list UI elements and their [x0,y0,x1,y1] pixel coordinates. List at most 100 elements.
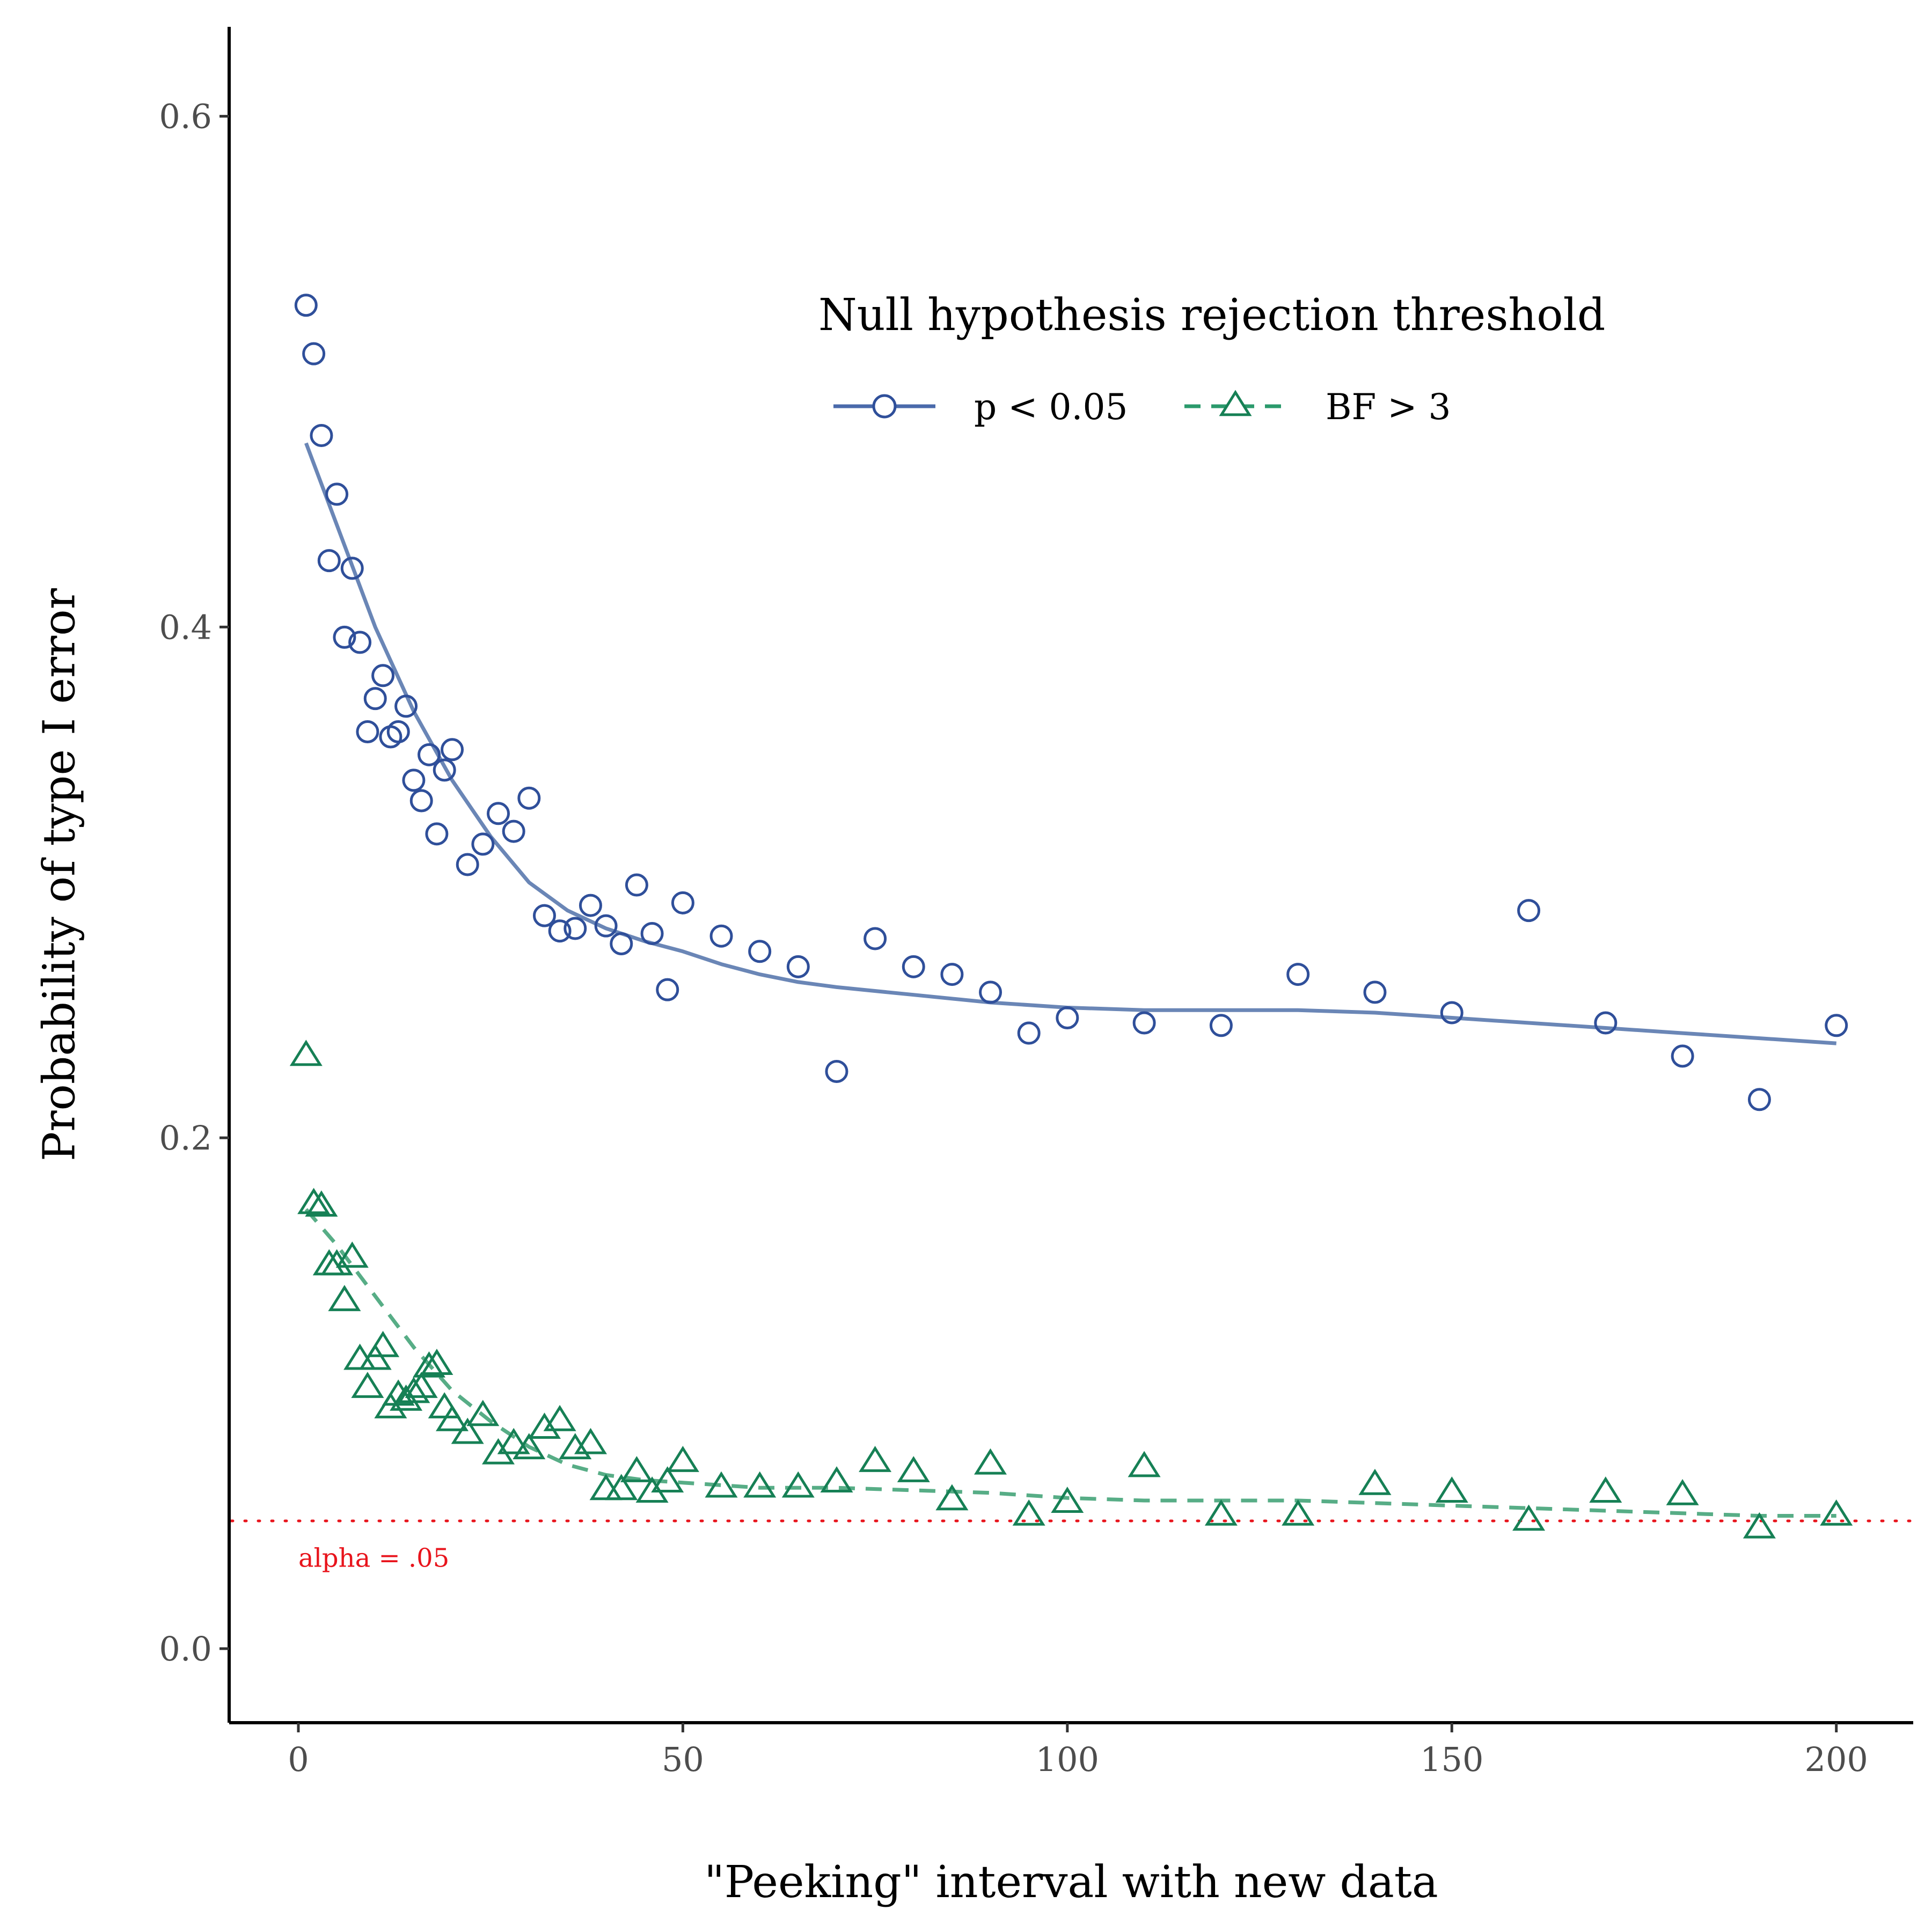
point-bf-3-48 [1051,1487,1084,1513]
point-bf-3-24 [574,1428,608,1454]
point-bf-3-33 [620,1456,653,1482]
point-bf-3-11 [420,1349,453,1375]
point-p-0-05-39 [940,963,964,986]
point-p-0-05-13 [379,725,402,749]
smooth-lines [304,442,1836,1518]
point-bf-3-18 [428,1392,461,1418]
point-p-0-05-49 [1209,1014,1233,1037]
point-p-0-05-51 [1017,1021,1041,1045]
point-p-0-05-14 [441,738,464,762]
point-bf-3-34 [897,1456,930,1482]
x-tick-label-50: 50 [662,1740,704,1779]
point-bf-3-47 [935,1484,969,1511]
point-bf-3-12 [351,1372,384,1398]
smooth-line-p-0-05 [304,442,1836,1045]
point-bf-3-16 [390,1384,423,1411]
x-ticks: 0 50 100 150 200 [288,1723,1868,1779]
point-bf-3-10 [412,1351,446,1378]
point-p-0-05-53 [825,1059,848,1083]
point-p-0-05-36 [748,940,772,963]
point-bf-3-54 [1743,1512,1776,1539]
point-bf-3-31 [974,1448,1007,1475]
y-ticks: 0.0 0.2 0.4 0.6 [159,97,229,1668]
point-bf-3-43 [635,1476,669,1503]
point-p-0-05-7 [348,631,372,654]
point-p-0-05-15 [418,743,441,766]
point-p-0-05-45 [1440,1001,1463,1024]
point-bf-3-42 [605,1474,638,1501]
point-bf-3-27 [497,1428,530,1454]
legend-label-bayes-factor: BF > 3 [1326,386,1451,428]
x-axis-title: "Peeking" interval with new data [704,1857,1438,1908]
point-bf-3-22 [528,1413,561,1439]
point-bf-3-17 [374,1392,407,1418]
point-p-0-05-41 [656,978,679,1001]
point-p-0-05-1 [302,342,326,365]
x-tick-label-100: 100 [1036,1740,1099,1779]
point-p-0-05-28 [532,904,556,927]
point-p-0-05-2 [310,423,333,447]
point-bf-3-19 [466,1400,500,1426]
point-bf-3-0 [289,1040,323,1066]
point-p-0-05-43 [1363,980,1387,1004]
point-bf-3-36 [1358,1468,1392,1495]
point-p-0-05-30 [564,917,587,940]
point-bf-3-29 [666,1446,699,1472]
point-bf-3-28 [481,1438,515,1465]
point-p-0-05-26 [671,891,694,914]
point-p-0-05-9 [363,687,387,711]
point-bf-3-1 [297,1188,331,1214]
point-p-0-05-25 [625,873,648,897]
point-bf-3-3 [335,1241,369,1268]
point-bf-3-26 [513,1433,546,1460]
point-p-0-05-29 [594,914,618,938]
point-p-0-05-31 [548,919,572,943]
point-p-0-05-32 [640,921,664,945]
point-p-0-05-17 [402,769,426,792]
point-bf-3-45 [1589,1476,1622,1503]
point-bf-3-37 [651,1466,684,1492]
legend-key-circle-marker [872,394,897,419]
y-tick-label-0-0: 0.0 [159,1629,212,1668]
point-bf-3-53 [1512,1504,1546,1531]
point-p-0-05-19 [409,789,433,813]
legend-item-bayes-factor: BF > 3 [1184,386,1451,428]
point-p-0-05-37 [786,955,810,978]
point-bf-3-39 [743,1471,777,1498]
points-p-0-05 [294,294,1848,1111]
point-p-0-05-52 [1671,1044,1694,1068]
point-bf-3-44 [1435,1476,1468,1503]
point-bf-3-40 [781,1471,815,1498]
point-p-0-05-50 [1825,1014,1848,1037]
point-bf-3-7 [367,1330,400,1357]
point-p-0-05-42 [979,980,1002,1004]
legend-title: Null hypothesis rejection threshold [818,290,1605,341]
point-bf-3-32 [1128,1451,1161,1477]
axes: 0 50 100 150 200 0.0 0.2 0.4 0.6 "Peeking" inte… [34,27,1913,1908]
x-tick-label-150: 150 [1420,1740,1483,1779]
point-p-0-05-6 [333,625,356,649]
point-p-0-05-38 [902,955,925,978]
point-bf-3-52 [1820,1499,1853,1526]
legend-label-p-value: p < 0.05 [974,386,1128,428]
x-tick-label-0: 0 [288,1740,309,1779]
point-bf-3-51 [1282,1499,1315,1526]
point-p-0-05-48 [1594,1011,1618,1035]
point-bf-3-13 [405,1372,438,1398]
point-bf-3-49 [1012,1499,1045,1526]
legend: Null hypothesis rejection threshold p < … [818,290,1605,428]
point-p-0-05-0 [294,294,318,317]
smooth-line-bf-3 [304,1208,1836,1518]
legend-key-triangle-marker [1219,390,1252,416]
point-p-0-05-23 [471,832,495,856]
alpha-reference-label: alpha = .05 [298,1543,449,1574]
point-p-0-05-10 [394,694,418,718]
point-p-0-05-20 [487,802,510,825]
point-bf-3-6 [328,1285,361,1312]
point-p-0-05-46 [1056,1006,1079,1030]
legend-item-p-value: p < 0.05 [833,386,1128,428]
point-p-0-05-21 [425,822,449,846]
point-p-0-05-40 [1286,963,1310,986]
y-tick-label-0-6: 0.6 [159,97,212,136]
